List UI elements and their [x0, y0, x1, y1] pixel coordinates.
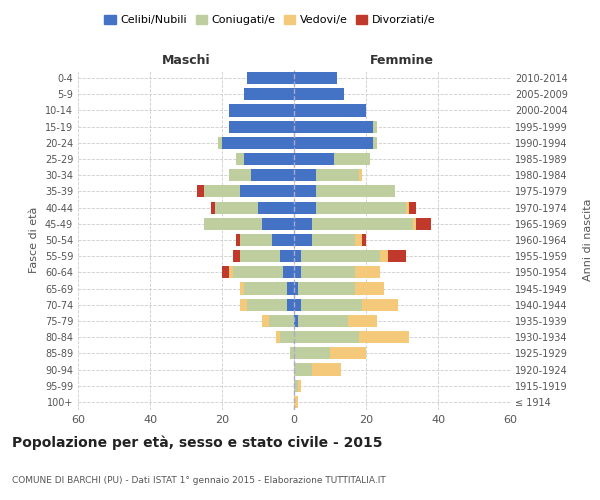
Bar	[233, 250, 240, 262]
Bar	[348, 315, 377, 327]
Bar	[269, 315, 294, 327]
Bar	[240, 282, 244, 294]
Bar	[312, 234, 355, 246]
Bar	[413, 218, 416, 230]
Bar	[294, 315, 298, 327]
Bar	[294, 202, 316, 213]
Bar	[294, 396, 298, 408]
Bar	[211, 202, 215, 213]
Bar	[316, 169, 359, 181]
Text: Maschi: Maschi	[161, 54, 211, 67]
Bar	[247, 298, 287, 311]
Bar	[233, 266, 283, 278]
Bar	[312, 218, 413, 230]
Bar	[294, 169, 316, 181]
Bar	[272, 234, 294, 246]
Bar	[301, 250, 380, 262]
Bar	[294, 153, 334, 165]
Bar	[290, 348, 294, 360]
Bar	[294, 282, 298, 294]
Text: Anni di nascita: Anni di nascita	[583, 198, 593, 281]
Bar	[294, 331, 359, 343]
Bar	[294, 186, 316, 198]
Legend: Celibi/Nubili, Coniugati/e, Vedovi/e, Divorziati/e: Celibi/Nubili, Coniugati/e, Vedovi/e, Di…	[100, 10, 440, 30]
Bar	[244, 88, 294, 101]
Bar	[330, 348, 366, 360]
Bar	[240, 234, 272, 246]
Bar	[359, 331, 409, 343]
Bar	[409, 202, 416, 213]
Bar	[355, 266, 380, 278]
Bar	[294, 104, 366, 117]
Bar	[222, 266, 229, 278]
Bar	[294, 72, 337, 84]
Bar	[197, 186, 204, 198]
Bar	[362, 234, 366, 246]
Text: Popolazione per età, sesso e stato civile - 2015: Popolazione per età, sesso e stato civil…	[12, 436, 383, 450]
Bar	[244, 153, 294, 165]
Bar	[204, 218, 262, 230]
Bar	[287, 282, 294, 294]
Text: Femmine: Femmine	[370, 54, 434, 67]
Bar	[294, 380, 298, 392]
Bar	[406, 202, 409, 213]
Bar	[312, 364, 341, 376]
Bar	[294, 120, 373, 132]
Bar	[355, 234, 362, 246]
Bar	[240, 250, 280, 262]
Bar	[294, 234, 312, 246]
Bar	[373, 120, 377, 132]
Bar	[334, 153, 370, 165]
Bar	[236, 153, 244, 165]
Bar	[276, 331, 280, 343]
Bar	[316, 186, 395, 198]
Bar	[355, 282, 384, 294]
Bar	[236, 234, 240, 246]
Bar	[218, 137, 222, 149]
Bar	[247, 72, 294, 84]
Bar	[280, 250, 294, 262]
Bar	[373, 137, 377, 149]
Bar	[298, 380, 301, 392]
Bar	[316, 202, 406, 213]
Bar	[301, 266, 355, 278]
Bar	[240, 186, 294, 198]
Bar	[229, 104, 294, 117]
Y-axis label: Fasce di età: Fasce di età	[29, 207, 39, 273]
Bar	[294, 218, 312, 230]
Bar	[280, 331, 294, 343]
Bar	[298, 282, 355, 294]
Bar	[294, 348, 330, 360]
Bar	[294, 137, 373, 149]
Text: COMUNE DI BARCHI (PU) - Dati ISTAT 1° gennaio 2015 - Elaborazione TUTTITALIA.IT: COMUNE DI BARCHI (PU) - Dati ISTAT 1° ge…	[12, 476, 386, 485]
Bar	[388, 250, 406, 262]
Bar	[294, 250, 301, 262]
Bar	[301, 298, 362, 311]
Bar	[359, 169, 362, 181]
Bar	[229, 169, 251, 181]
Bar	[287, 298, 294, 311]
Bar	[251, 169, 294, 181]
Bar	[294, 266, 301, 278]
Bar	[204, 186, 240, 198]
Bar	[416, 218, 431, 230]
Bar	[244, 282, 287, 294]
Bar	[258, 202, 294, 213]
Bar	[380, 250, 388, 262]
Bar	[294, 364, 312, 376]
Bar	[294, 88, 344, 101]
Bar	[262, 218, 294, 230]
Bar	[283, 266, 294, 278]
Bar	[229, 120, 294, 132]
Bar	[222, 137, 294, 149]
Bar	[240, 298, 247, 311]
Bar	[298, 315, 348, 327]
Bar	[262, 315, 269, 327]
Bar	[294, 298, 301, 311]
Bar	[215, 202, 258, 213]
Bar	[229, 266, 233, 278]
Bar	[362, 298, 398, 311]
